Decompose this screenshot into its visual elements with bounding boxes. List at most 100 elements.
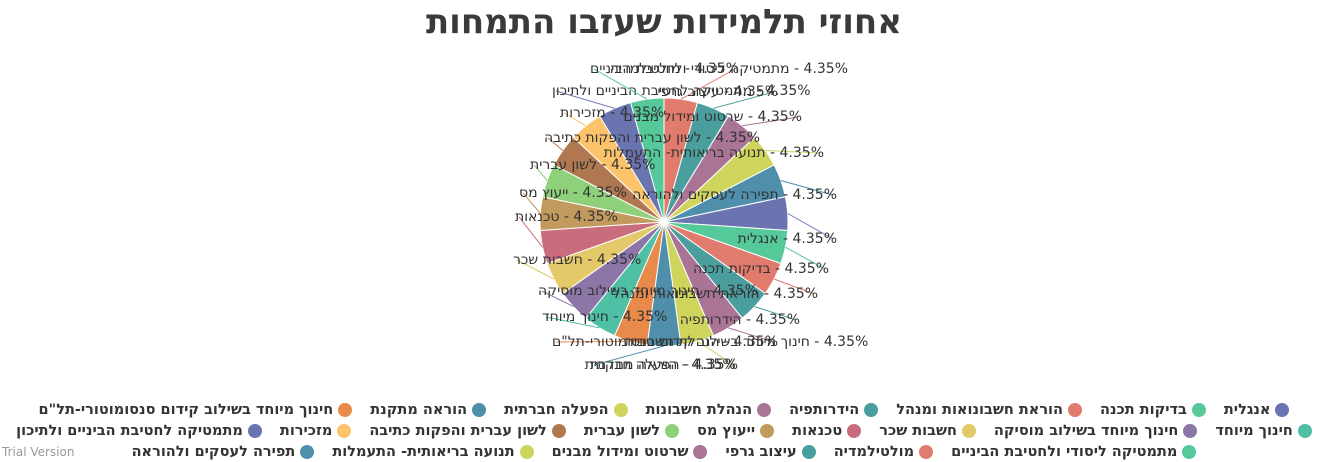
legend-swatch-icon xyxy=(1182,444,1197,459)
legend-item[interactable]: הוראת חשבונואות ומנהל xyxy=(896,402,1082,418)
slice-label: 4.35% - מולטילמדיה xyxy=(610,61,739,77)
slice-leader-line xyxy=(593,345,665,366)
slice-leader-line xyxy=(765,150,821,154)
legend-label: מולטילמדיה xyxy=(833,443,915,460)
legend-swatch-icon xyxy=(847,423,862,438)
slice-leader-line xyxy=(754,306,797,321)
legend-label: חינוך מיוחד xyxy=(1215,422,1293,439)
legend-label: הנהלת חשבונות xyxy=(645,401,753,418)
slice-label: 4.35% - טכנאות xyxy=(515,209,618,225)
slice-leader-line xyxy=(547,137,564,151)
legend-label: הידרותפיה xyxy=(789,401,860,418)
legend-swatch-icon xyxy=(757,402,772,417)
legend-item[interactable]: אנגלית xyxy=(1224,402,1290,418)
legend-label: לשון עברית xyxy=(583,422,661,439)
slice-leader-line xyxy=(713,91,775,109)
legend-item[interactable]: הנהלת חשבונות xyxy=(645,401,772,418)
slice-label: 4.35% - בדיקות תכנה xyxy=(693,261,829,277)
slice-leader-line xyxy=(785,246,826,270)
legend-label: תנועה בריאותית- התעמלות xyxy=(332,443,515,460)
slice-leader-line xyxy=(697,340,735,366)
slice-leader-line xyxy=(563,112,586,127)
legend-label: מתמטיקה ליסודי ולחטיבת הביניים xyxy=(951,443,1178,460)
legend-item[interactable]: הוראה מתקנת xyxy=(370,401,487,418)
slice-leader-line xyxy=(680,68,736,100)
legend-swatch-icon xyxy=(801,444,816,459)
slice-label: 4.35% - מתמטיקה לחטיבת הביניים ולתיכון xyxy=(552,83,811,99)
slice-leader-line xyxy=(742,116,799,127)
legend-swatch-icon xyxy=(613,402,628,417)
slice-label: 4.35% - מתמטיקה ליסודי ולחטיבת הביניים xyxy=(590,61,848,77)
slice-label: 4.35% - הוראת חשבונואות ומנהל xyxy=(612,286,818,302)
legend-label: הוראת חשבונואות ומנהל xyxy=(896,401,1063,418)
legend-label: לשון עברית והפקות כתיבה xyxy=(369,422,547,439)
legend-label: מתמטיקה לחטיבת הביניים ולתיכון xyxy=(16,422,243,439)
legend-item[interactable]: טכנאות xyxy=(792,423,862,439)
legend-item[interactable]: מולטילמדיה xyxy=(833,443,934,460)
legend-swatch-icon xyxy=(1067,402,1082,417)
legend-label: חינוך מיוחד בשילוב קידום סנסומוטורי-תל"ם xyxy=(38,401,334,418)
legend-swatch-icon xyxy=(864,402,879,417)
legend-swatch-icon xyxy=(300,444,315,459)
legend-label: הוראה מתקנת xyxy=(370,401,468,418)
legend-item[interactable]: לשון עברית xyxy=(583,422,680,439)
slice-label: 4.35% - הידרותפיה xyxy=(680,312,800,328)
slice-label: 4.35% - חינוך מיוחד xyxy=(542,309,667,325)
legend-item[interactable]: מזכירות xyxy=(279,422,352,439)
legend-item[interactable]: מתמטיקה ליסודי ולחטיבת הביניים xyxy=(951,443,1197,460)
legend-label: שרטוט ומידול מבנים xyxy=(551,443,689,460)
slice-label: 4.35% - תפירה לעסקים ולהוראה xyxy=(632,187,837,203)
legend-label: תפירה לעסקים ולהוראה xyxy=(131,443,296,460)
slice-leader-line xyxy=(541,290,574,308)
legend-swatch-icon xyxy=(338,402,353,417)
slice-label: 4.35% - הפעלה חברתית xyxy=(585,357,738,373)
legend-item[interactable]: חשבות שכר xyxy=(879,423,976,439)
slice-label: 4.35% - חינוך מיוחד בשילוב קידום סנסומוט… xyxy=(552,334,868,350)
legend-swatch-icon xyxy=(337,423,352,438)
legend-item[interactable]: ייעוץ מס xyxy=(697,422,775,439)
legend-item[interactable]: חינוך מיוחד בשילוב מוסיקה xyxy=(994,423,1198,439)
slice-leader-line xyxy=(555,340,631,343)
legend-row: חינוך מיוחד חינוך מיוחד בשילוב מוסיקה חשבו… xyxy=(16,420,1312,441)
legend-item[interactable]: תנועה בריאותית- התעמלות xyxy=(332,443,534,460)
slice-label: 4.35% - חשבות שכר xyxy=(513,252,641,268)
legend-item[interactable]: חינוך מיוחד xyxy=(1215,422,1312,439)
slice-leader-line xyxy=(728,327,775,343)
legend-swatch-icon xyxy=(1183,423,1198,438)
legend-row: מתמטיקה ליסודי ולחטיבת הביניים מולטילמדיה… xyxy=(18,441,1310,462)
legend-label: ייעוץ מס xyxy=(697,422,756,439)
slice-leader-line xyxy=(522,192,541,214)
slice-leader-line xyxy=(593,68,648,100)
legend-swatch-icon xyxy=(519,444,534,459)
legend-swatch-icon xyxy=(1275,402,1290,417)
legend-item[interactable]: תפירה לעסקים ולהוראה xyxy=(132,444,315,460)
slice-label: 4.35% - לשון עברית xyxy=(530,157,655,173)
legend-item[interactable]: שרטוט ומידול מבנים xyxy=(552,444,708,460)
slice-leader-line xyxy=(518,216,543,248)
slice-label: 4.35% - שרטוט ומידול מבנים xyxy=(623,109,802,125)
legend-item[interactable]: חינוך מיוחד בשילוב קידום סנסומוטורי-תל"ם xyxy=(39,402,353,418)
legend-item[interactable]: לשון עברית והפקות כתיבה xyxy=(369,423,566,439)
legend-item[interactable]: מתמטיקה לחטיבת הביניים ולתיכון xyxy=(16,423,262,439)
legend-label: הפעלה חברתית xyxy=(504,401,609,418)
legend-label: חשבות שכר xyxy=(879,422,957,439)
legend-swatch-icon xyxy=(247,423,262,438)
legend: אנגלית בדיקות תכנה הוראת חשבונואות ומנהל הי… xyxy=(16,399,1312,462)
legend-swatch-icon xyxy=(760,423,775,438)
legend-swatch-icon xyxy=(551,423,566,438)
legend-swatch-icon xyxy=(1297,423,1312,438)
legend-swatch-icon xyxy=(472,402,487,417)
slice-leader-line xyxy=(545,316,600,329)
legend-item[interactable]: בדיקות תכנה xyxy=(1100,402,1206,418)
legend-swatch-icon xyxy=(919,444,934,459)
legend-row: אנגלית בדיקות תכנה הוראת חשבונואות ומנהל הי… xyxy=(18,399,1310,420)
legend-item[interactable]: הידרותפיה xyxy=(789,401,879,418)
legend-label: מזכירות xyxy=(279,422,333,439)
slice-leader-line xyxy=(787,213,834,240)
legend-item[interactable]: הפעלה חברתית xyxy=(504,402,628,418)
slice-label: 4.35% - חינוך מיוחד בשילוב מוסיקה xyxy=(538,283,758,299)
slice-label: 4.35% - ייעוץ מס xyxy=(519,185,627,201)
legend-item[interactable]: עיצוב גרפי xyxy=(725,444,816,460)
slice-label: 4.35% - תנועה בריאותית- התעמלות xyxy=(604,145,824,161)
